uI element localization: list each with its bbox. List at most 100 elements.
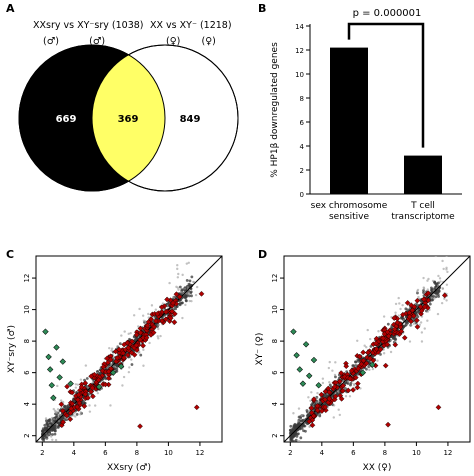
red-data-point [350,387,356,393]
data-point [48,432,51,436]
data-point [291,440,295,442]
data-point [309,399,312,402]
red-data-point [414,297,421,304]
red-data-point [410,313,417,319]
red-data-point [120,350,126,356]
bar [330,47,368,194]
data-point [307,396,310,399]
red-data-point [354,384,361,391]
data-point [139,353,143,357]
data-point [183,287,187,290]
data-point [359,387,362,390]
red-data-point [67,416,74,423]
x-tick-label: 6 [351,449,356,457]
data-point [159,334,162,338]
data-point [168,281,171,285]
red-data-point [345,387,352,394]
data-point [86,386,90,389]
red-data-point [69,400,76,407]
red-data-point [360,349,367,356]
data-point [402,318,405,322]
red-data-point [420,296,427,303]
data-point [185,262,189,265]
red-data-point [308,405,315,411]
data-point [56,408,60,411]
green-data-point [42,328,49,335]
data-point [431,298,435,302]
red-data-point [418,307,425,314]
data-point [440,301,444,305]
data-point [55,415,59,419]
data-point [297,439,301,442]
data-point [122,375,126,379]
data-point [416,310,420,314]
red-data-point [85,395,91,401]
green-data-point [56,374,63,381]
green-data-point [293,352,300,359]
red-data-point [105,381,112,388]
red-data-point [59,408,66,414]
red-data-point [90,393,96,400]
data-point [75,412,79,416]
data-point [376,359,379,362]
data-point [405,320,408,324]
data-point [74,386,78,389]
red-data-point [137,337,144,343]
red-data-point [198,291,205,297]
x-tick-label: 12 [195,449,204,457]
data-point [401,303,404,307]
data-point [98,371,102,375]
red-data-point [63,412,70,419]
y-tick-label: 4 [271,401,279,406]
red-data-point [314,403,321,409]
data-point [84,364,88,367]
data-point [434,282,438,286]
data-point [393,337,397,341]
data-point [416,290,419,293]
red-data-point [150,329,157,336]
data-point [349,383,352,387]
green-data-point [47,366,54,373]
data-point [308,425,311,428]
data-point [445,283,449,286]
y-tick-label: 12 [23,274,31,283]
data-point [130,358,133,361]
red-data-point [385,333,392,339]
data-point [161,302,165,305]
red-data-point [114,355,120,361]
data-point [181,273,184,277]
data-point [43,426,47,430]
red-data-point [435,404,442,411]
data-point [427,277,430,281]
data-point [353,382,356,386]
data-point [127,332,130,336]
red-data-point [193,404,200,411]
red-data-point [340,382,346,389]
data-point [120,334,123,337]
data-point [123,330,126,333]
data-point [74,415,77,418]
data-point [52,418,56,421]
venn-left-title: XXsry vs XY⁻sry (1038) [33,20,144,31]
data-point [187,292,191,295]
red-data-point [133,331,140,338]
red-data-point [355,380,361,387]
red-data-point [358,361,365,367]
data-point [79,413,82,416]
red-data-point [105,359,111,366]
data-point [437,274,440,278]
data-point [338,413,342,417]
red-data-point [167,315,174,321]
data-point [431,279,435,283]
red-data-point [82,391,89,397]
data-point [292,412,295,415]
bar-y-tick-label: 10 [295,71,304,79]
green-data-point [67,380,74,387]
green-data-point [299,380,307,387]
data-point [85,377,89,380]
green-data-point [306,372,313,379]
data-point [110,363,113,366]
data-point [188,299,191,303]
panel-a-letter: A [6,2,15,15]
data-point [74,383,78,386]
